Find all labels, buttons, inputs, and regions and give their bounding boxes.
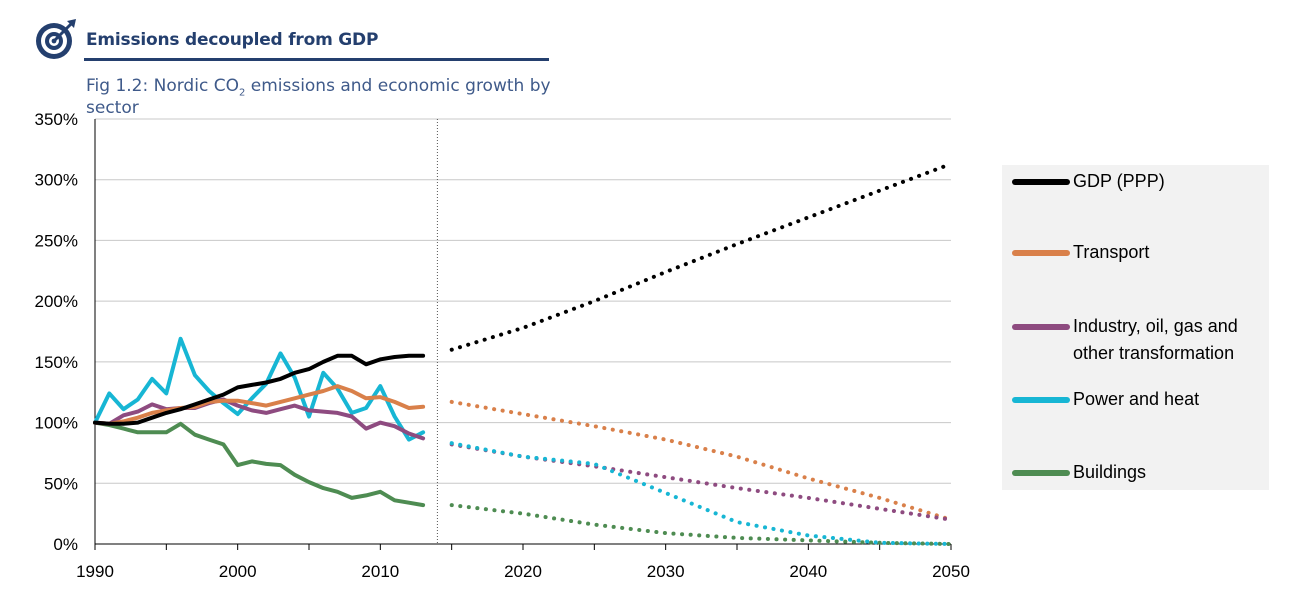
legend-swatch xyxy=(1012,470,1070,476)
x-tick-label: 2040 xyxy=(789,562,827,581)
legend-label: GDP (PPP) xyxy=(1073,171,1165,191)
y-tick-label: 100% xyxy=(35,414,78,433)
legend-label: Buildings xyxy=(1073,462,1147,482)
header-divider xyxy=(84,58,549,61)
historical-line xyxy=(93,397,426,441)
series-lines xyxy=(93,161,953,546)
y-tick-label: 50% xyxy=(44,474,78,493)
projection-line xyxy=(449,503,953,546)
subtitle-prefix: Fig 1.2: Nordic CO xyxy=(86,76,239,96)
target-logo-icon xyxy=(36,19,76,59)
historical-line xyxy=(93,384,426,426)
y-tick-label: 150% xyxy=(35,353,78,372)
chart-header: Emissions decoupled from GDP Fig 1.2: No… xyxy=(0,0,560,118)
historical-line xyxy=(93,353,426,426)
historical-line xyxy=(93,336,426,442)
x-axis-tick-labels: 1990 2000 2010 2020 2030 2040 2050 xyxy=(76,562,970,581)
x-tick-label: 2030 xyxy=(647,562,685,581)
y-tick-label: 0% xyxy=(53,535,78,554)
y-axis-tick-labels: 0% 50% 100% 150% 200% 250% 300% 350% xyxy=(35,110,78,554)
legend-swatch xyxy=(1012,179,1070,185)
legend-label: Transport xyxy=(1073,242,1150,262)
historical-line xyxy=(93,420,426,508)
legend-label: Power and heat xyxy=(1073,389,1200,409)
y-tick-label: 350% xyxy=(35,110,78,129)
y-tick-label: 250% xyxy=(35,231,78,250)
legend-swatch xyxy=(1012,324,1070,330)
gridlines xyxy=(95,118,951,484)
chart-headline: Emissions decoupled from GDP xyxy=(86,30,379,50)
y-tick-label: 300% xyxy=(35,171,78,190)
axes xyxy=(94,119,952,550)
projection-line xyxy=(449,399,953,522)
x-tick-label: 2000 xyxy=(219,562,257,581)
y-tick-label: 200% xyxy=(35,292,78,311)
subtitle-suffix: emissions and economic growth by sector xyxy=(86,76,551,119)
projection-line xyxy=(449,441,953,546)
x-tick-label: 1990 xyxy=(76,562,114,581)
chart-subtitle: Fig 1.2: Nordic CO2 emissions and econom… xyxy=(86,76,560,118)
x-tick-label: 2020 xyxy=(504,562,542,581)
subtitle-subscript: 2 xyxy=(238,87,246,99)
legend: GDP (PPP) Transport Industry, oil, gas and… xyxy=(1002,165,1269,490)
x-tick-label: 2010 xyxy=(361,562,399,581)
legend-swatch xyxy=(1012,397,1070,403)
projection-line xyxy=(449,161,953,352)
legend-label: Industry, oil, gas and other transformat… xyxy=(1073,316,1238,363)
x-tick-label: 2050 xyxy=(932,562,970,581)
legend-swatch xyxy=(1012,250,1070,256)
